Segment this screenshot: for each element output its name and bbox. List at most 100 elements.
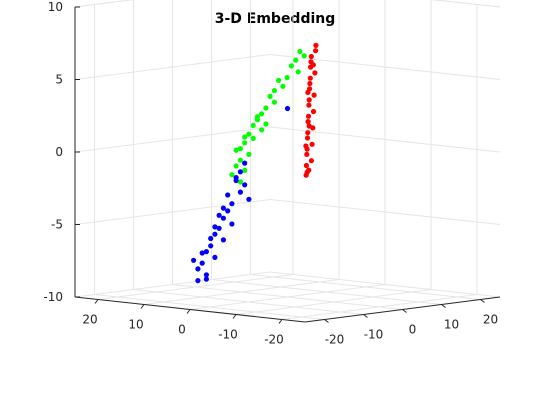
scatter-point — [199, 250, 205, 256]
scatter-point — [305, 89, 311, 95]
grid-lines — [74, 0, 501, 320]
scatter-point — [225, 208, 231, 214]
scatter-point — [203, 272, 209, 278]
y-tick-label: -10 — [364, 328, 384, 342]
scatter-point — [229, 201, 235, 207]
scatter-point — [288, 63, 294, 69]
scatter-point — [246, 151, 252, 157]
wall-edge — [74, 0, 134, 8]
x-tick-label: 10 — [128, 318, 143, 332]
scatter-point — [306, 167, 312, 173]
x-tick-label: -20 — [264, 333, 284, 347]
axes-box — [74, 6, 501, 324]
scatter-point — [309, 141, 315, 147]
wall-grid-line — [269, 271, 501, 298]
y-tick-mark — [441, 304, 446, 308]
scatter-point — [242, 167, 248, 173]
scatter-point — [195, 266, 201, 272]
scatter-point — [313, 42, 319, 49]
scatter-point — [263, 105, 269, 111]
scatter-point — [293, 57, 299, 63]
scatter-point — [212, 254, 218, 260]
y-tick-label: 0 — [409, 323, 417, 337]
y-tick-mark — [324, 319, 329, 323]
x-tick-label: 20 — [82, 313, 97, 327]
floor-grid-line — [143, 279, 340, 305]
x-tick-mark — [94, 299, 99, 304]
floor-grid-line — [97, 274, 294, 300]
scatter-point — [216, 212, 222, 218]
scatter-point — [229, 221, 235, 227]
x-tick-label: 0 — [178, 323, 186, 337]
scatter-point — [311, 92, 317, 98]
scatter-point — [304, 135, 311, 141]
scatter-point — [220, 237, 226, 243]
scatter-point — [191, 257, 197, 263]
z-tick-label: 5 — [55, 73, 63, 87]
scatter-point — [242, 160, 248, 166]
y-tick-label: -20 — [325, 333, 345, 347]
scatter-point — [242, 182, 248, 188]
z-tick-label: -10 — [43, 290, 63, 304]
scatter-point — [267, 93, 273, 99]
x-tick-mark — [232, 314, 237, 319]
wall-grid-line — [74, 54, 271, 80]
scatter-point — [308, 158, 314, 164]
scatter-point — [254, 114, 260, 120]
scatter-point — [229, 172, 235, 178]
scatter-point — [237, 157, 243, 163]
scatter-point — [233, 177, 239, 184]
tick-labels: 20 10 0 -10 -20 -20 -10 0 10 20 10 5 0 -5 -10 — [43, 0, 498, 347]
y-tick-mark — [480, 299, 485, 303]
scatter-point — [225, 192, 231, 198]
scatter-point — [303, 172, 309, 178]
scatter-point — [310, 62, 316, 68]
scatter-point — [284, 75, 290, 81]
scatter-point — [216, 225, 222, 231]
scatter-point — [203, 249, 209, 255]
z-tick-label: -5 — [51, 218, 63, 232]
scatter-point — [220, 215, 226, 221]
z-tick-label: 10 — [48, 0, 63, 14]
scatter-point — [250, 135, 256, 141]
floor-grid-line — [211, 279, 442, 305]
scatter-point — [284, 105, 291, 112]
y-tick-mark — [402, 309, 407, 313]
scatter-point — [312, 70, 318, 76]
wall-grid-line — [269, 54, 501, 80]
scatter-point — [220, 205, 226, 211]
scatter-point — [233, 147, 239, 153]
scatter-point — [212, 231, 218, 237]
scatter-point — [242, 140, 248, 146]
floor-grid-line — [172, 284, 403, 310]
scatter-point — [233, 163, 239, 169]
scatter-point — [307, 75, 313, 81]
x-tick-mark — [186, 309, 191, 314]
scatter-point — [303, 143, 309, 149]
scatter-point — [297, 48, 303, 55]
scatter-point — [237, 146, 243, 152]
scatter-point — [276, 77, 282, 83]
scatter-point — [237, 179, 243, 185]
scatter-point — [306, 102, 312, 108]
scatter-point — [295, 69, 301, 75]
scatter-point — [199, 260, 205, 266]
x-tick-mark — [140, 304, 145, 309]
scatter-point — [263, 121, 269, 127]
scatter-point — [237, 169, 243, 175]
scatter-point — [308, 53, 314, 60]
scatter-point — [307, 80, 313, 87]
scatter-point — [301, 53, 307, 59]
scatter-point — [246, 196, 252, 202]
scatter-point — [250, 122, 256, 128]
scatter-point — [305, 119, 311, 125]
scatter-point — [310, 108, 317, 115]
scatter-point — [313, 48, 319, 54]
y-tick-label: 20 — [483, 313, 498, 327]
z-tick-label: 0 — [55, 145, 63, 159]
x-tick-mark — [278, 319, 283, 324]
scatter-point — [208, 243, 214, 249]
scatter-point — [271, 99, 277, 105]
wall-edge — [430, 0, 501, 8]
